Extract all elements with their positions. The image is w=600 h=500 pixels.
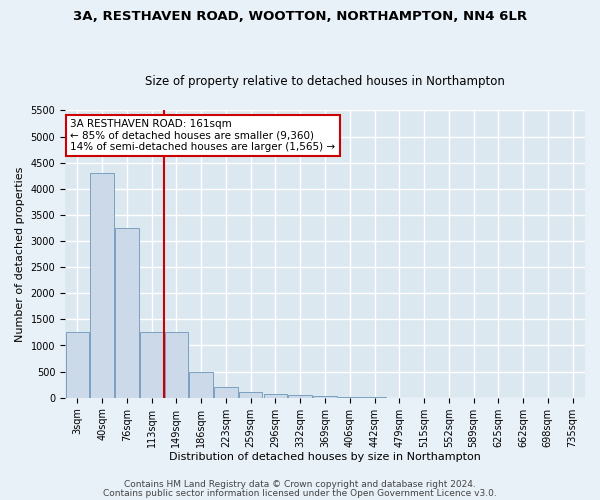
Text: 3A, RESTHAVEN ROAD, WOOTTON, NORTHAMPTON, NN4 6LR: 3A, RESTHAVEN ROAD, WOOTTON, NORTHAMPTON… bbox=[73, 10, 527, 23]
Bar bbox=[239, 392, 262, 398]
Bar bbox=[338, 397, 362, 398]
X-axis label: Distribution of detached houses by size in Northampton: Distribution of detached houses by size … bbox=[169, 452, 481, 462]
Bar bbox=[190, 372, 213, 398]
Text: 3A RESTHAVEN ROAD: 161sqm
← 85% of detached houses are smaller (9,360)
14% of se: 3A RESTHAVEN ROAD: 161sqm ← 85% of detac… bbox=[70, 119, 335, 152]
Y-axis label: Number of detached properties: Number of detached properties bbox=[15, 166, 25, 342]
Bar bbox=[214, 388, 238, 398]
Bar bbox=[140, 332, 163, 398]
Text: Contains HM Land Registry data © Crown copyright and database right 2024.: Contains HM Land Registry data © Crown c… bbox=[124, 480, 476, 489]
Title: Size of property relative to detached houses in Northampton: Size of property relative to detached ho… bbox=[145, 76, 505, 88]
Bar bbox=[264, 394, 287, 398]
Text: Contains public sector information licensed under the Open Government Licence v3: Contains public sector information licen… bbox=[103, 489, 497, 498]
Bar bbox=[289, 395, 312, 398]
Bar bbox=[65, 332, 89, 398]
Bar bbox=[91, 173, 114, 398]
Bar bbox=[313, 396, 337, 398]
Bar bbox=[164, 332, 188, 398]
Bar bbox=[115, 228, 139, 398]
